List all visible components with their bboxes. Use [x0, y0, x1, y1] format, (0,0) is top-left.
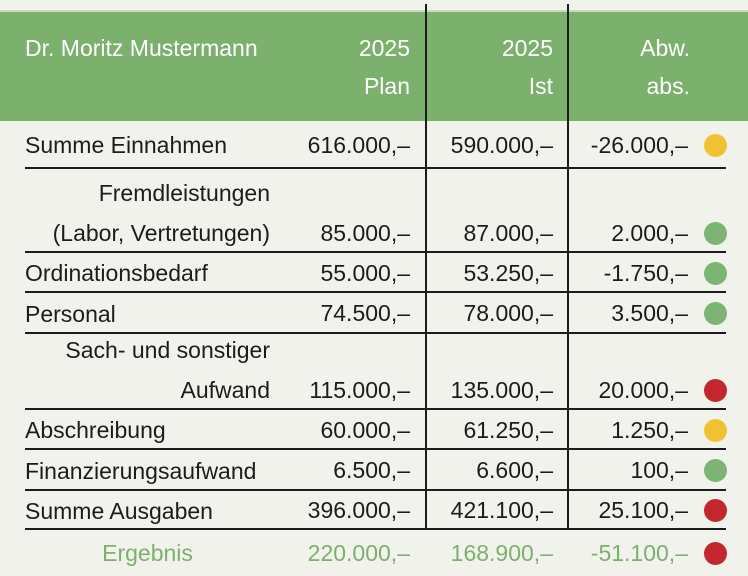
table-row: Summe Ausgaben 396.000,– 421.100,– 25.10…: [0, 491, 748, 530]
row-label: Fremdleistungen (Labor, Vertretungen): [52, 180, 270, 246]
result-abw-value: -51.100,–: [590, 539, 688, 566]
plan-value: 55.000,–: [320, 259, 410, 286]
table-row: Sach- und sonstiger Aufwand 115.000,– 13…: [0, 334, 748, 410]
row-label: Summe Einnahmen: [25, 132, 227, 158]
column-divider-tick: [567, 4, 569, 13]
table-header: Dr. Moritz Mustermann 2025 Plan 2025 Ist…: [0, 10, 748, 121]
abw-cell: 3.500,–: [567, 293, 748, 334]
ist-value: 6.600,–: [425, 450, 567, 491]
abw-cell: 25.100,–: [567, 491, 748, 530]
row-label: Sach- und sonstiger Aufwand: [65, 337, 270, 403]
ist-value: 53.250,–: [425, 253, 567, 293]
ist-value: 61.250,–: [425, 410, 567, 450]
row-label: Abschreibung: [25, 417, 166, 443]
plan-value: 60.000,–: [320, 416, 410, 443]
plan-value: 85.000,–: [320, 220, 410, 246]
abw-cell: 20.000,–: [567, 334, 748, 410]
header-col-abw: Abw. abs.: [567, 12, 748, 121]
abw-cell: -26.000,–: [567, 121, 748, 169]
table-row: Abschreibung 60.000,– 61.250,– 1.250,–: [0, 410, 748, 450]
status-dot: [704, 302, 727, 325]
abw-value: -26.000,–: [590, 131, 688, 158]
header-abw-line1: Abw.: [640, 34, 690, 61]
header-ist-year: 2025: [501, 34, 553, 61]
status-dot: [704, 499, 727, 522]
table-row: Finanzierungsaufwand 6.500,– 6.600,– 100…: [0, 450, 748, 491]
plan-value: 396.000,–: [307, 497, 410, 523]
abw-cell: -1.750,–: [567, 253, 748, 293]
result-status-dot: [704, 541, 727, 565]
plan-value: 6.500,–: [333, 457, 410, 483]
table-row: Personal 74.500,– 78.000,– 3.500,–: [0, 293, 748, 334]
result-row: Ergebnis 220.000,– 168.900,– -51.100,–: [0, 530, 748, 576]
table-body: Summe Einnahmen 616.000,– 590.000,– -26.…: [0, 121, 748, 530]
header-plan-label: Plan: [363, 72, 410, 99]
ist-value: 87.000,–: [425, 169, 567, 253]
ist-value: 78.000,–: [425, 293, 567, 334]
row-label: Finanzierungsaufwand: [25, 457, 257, 484]
abw-cell: 1.250,–: [567, 410, 748, 450]
table-row: Summe Einnahmen 616.000,– 590.000,– -26.…: [0, 121, 748, 169]
abw-value: 100,–: [630, 457, 688, 483]
table-row: Ordinationsbedarf 55.000,– 53.250,– -1.7…: [0, 253, 748, 293]
table-row: Fremdleistungen (Labor, Vertretungen) 85…: [0, 169, 748, 253]
header-title-cell: Dr. Moritz Mustermann: [0, 12, 270, 121]
plan-value: 115.000,–: [309, 377, 410, 403]
abw-cell: 2.000,–: [567, 169, 748, 253]
header-abw-line2: abs.: [646, 72, 690, 99]
abw-value: -1.750,–: [603, 259, 688, 286]
header-col-ist: 2025 Ist: [425, 12, 567, 121]
result-label: Ergebnis: [102, 540, 193, 566]
status-dot: [704, 133, 727, 157]
header-ist-label: Ist: [528, 72, 553, 99]
result-ist-value: 168.900,–: [450, 539, 553, 566]
status-dot: [704, 379, 727, 402]
header-spacer: [25, 67, 270, 105]
plan-value: 74.500,–: [320, 300, 410, 326]
ist-value: 135.000,–: [425, 334, 567, 410]
status-dot: [704, 222, 727, 245]
abw-value: 3.500,–: [611, 300, 688, 326]
status-dot: [704, 459, 727, 482]
result-abw-cell: -51.100,–: [567, 530, 748, 576]
abw-value: 20.000,–: [598, 377, 688, 403]
table-title: Dr. Moritz Mustermann: [25, 34, 258, 61]
result-plan-value: 220.000,–: [307, 539, 410, 566]
row-label: Summe Ausgaben: [25, 497, 213, 524]
plan-value: 616.000,–: [307, 131, 410, 158]
status-dot: [704, 261, 727, 285]
header-plan-year: 2025: [358, 34, 410, 61]
abw-value: 2.000,–: [611, 220, 688, 246]
row-label: Personal: [25, 300, 116, 327]
column-divider-tick: [425, 4, 427, 13]
abw-value: 25.100,–: [598, 497, 688, 523]
abw-cell: 100,–: [567, 450, 748, 491]
ist-value: 421.100,–: [425, 491, 567, 530]
header-col-plan: 2025 Plan: [270, 12, 425, 121]
abw-value: 1.250,–: [611, 416, 688, 443]
status-dot: [704, 418, 727, 442]
ist-value: 590.000,–: [425, 121, 567, 169]
row-label: Ordinationsbedarf: [25, 260, 208, 286]
